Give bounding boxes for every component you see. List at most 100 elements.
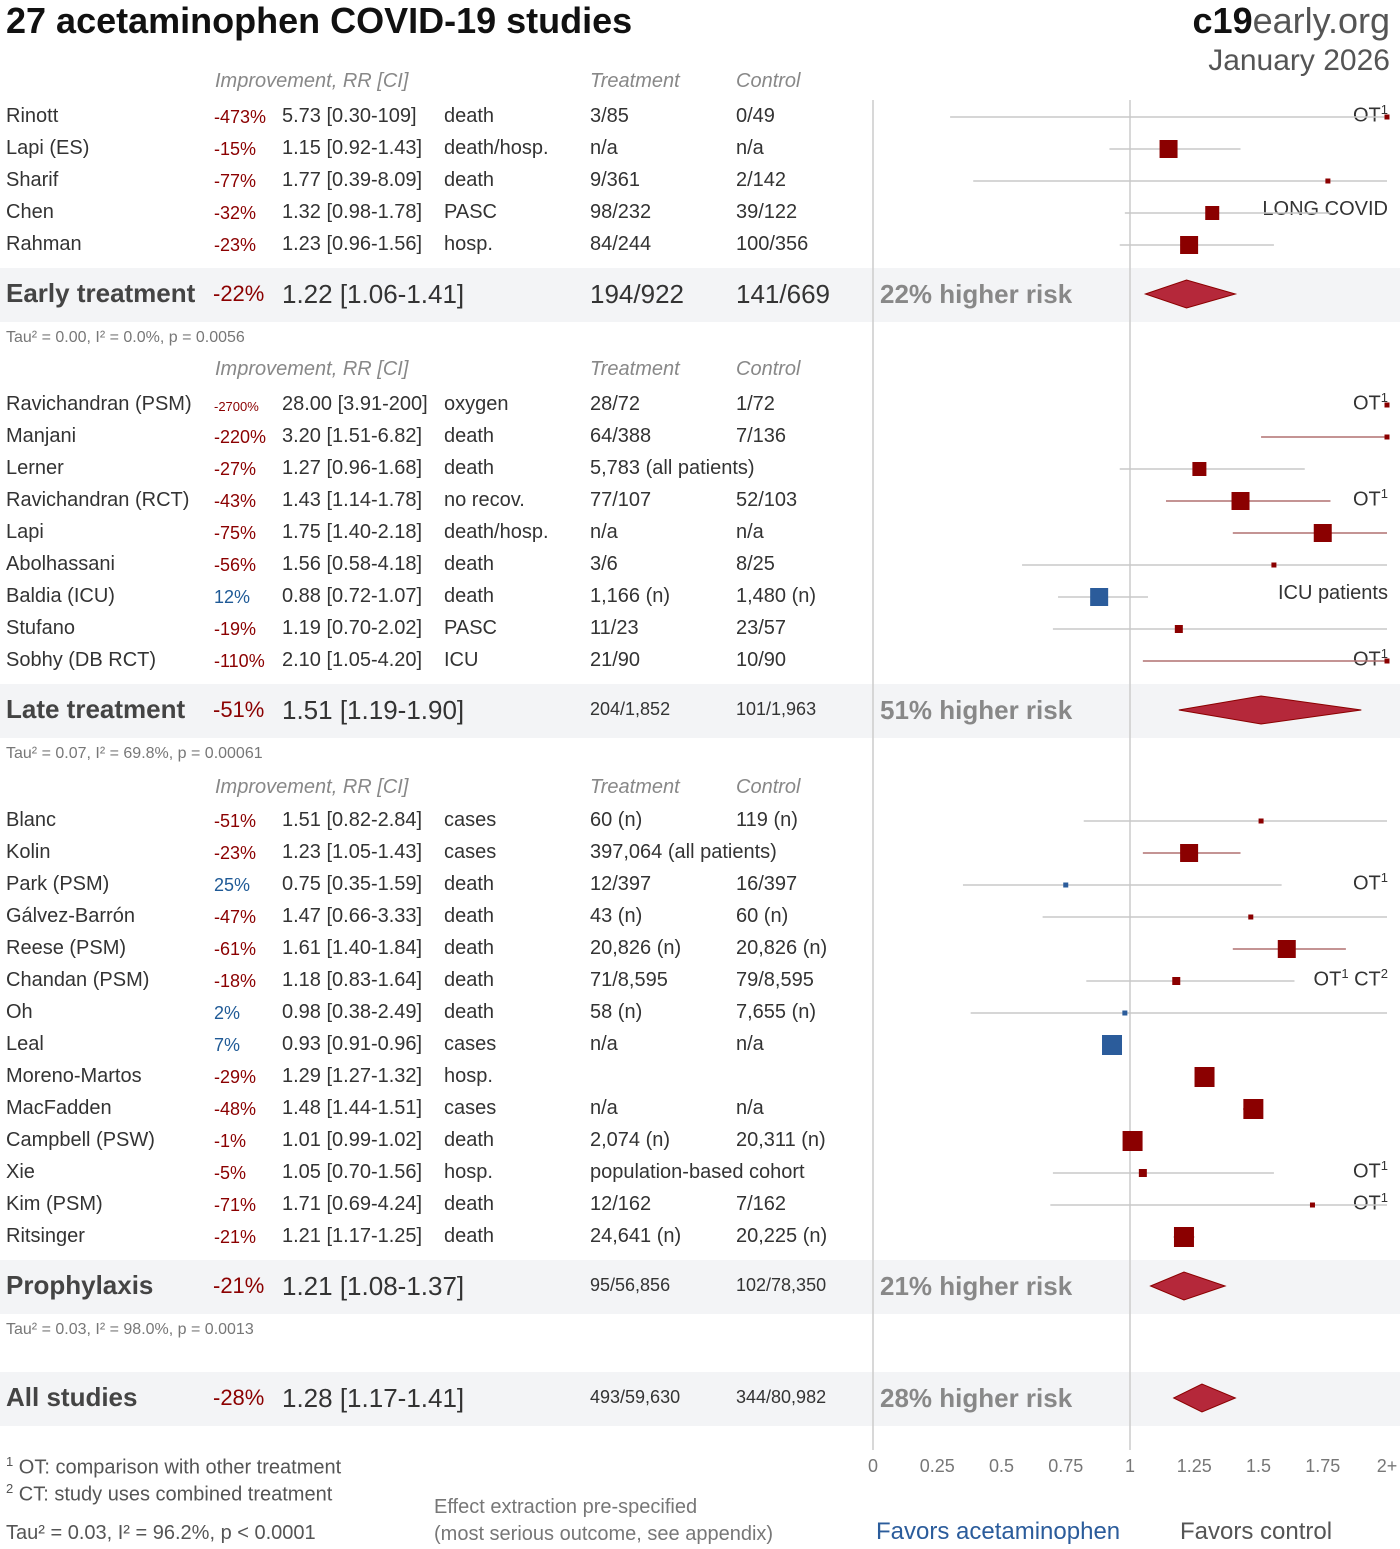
study-treatment-events: 3/6 [590,553,618,575]
study-treatment-events: n/a [590,521,618,543]
study-rr: 0.98 [0.38-2.49] [282,1001,423,1023]
study-rr: 0.88 [0.72-1.07] [282,585,423,607]
study-name: Kim (PSM) [6,1193,103,1215]
study-name: Kolin [6,841,51,863]
study-treatment-events: 58 (n) [590,1001,643,1023]
favors-control-label: Favors control [1180,1518,1333,1545]
study-improvement: 25% [214,875,251,895]
study-outcome: oxygen [444,393,509,415]
x-tick-label: 1.25 [1177,1456,1212,1476]
overall-control-events: 344/80,982 [736,1387,827,1407]
group-summary-diamond [1149,1271,1227,1301]
study-rr: 1.19 [0.70-2.02] [282,617,423,639]
study-outcome: ICU [444,649,479,671]
study-treatment-events: 11/23 [590,617,639,639]
study-point [1384,114,1390,120]
study-treatment-events: 12/397 [590,873,652,895]
study-control-events: 2/142 [736,169,787,191]
group-name: Prophylaxis [6,1270,154,1300]
study-note: OT1 [1352,646,1388,671]
study-rr: 1.21 [1.17-1.25] [282,1225,423,1247]
x-tick-label: 0.25 [920,1456,955,1476]
study-outcome: death [444,553,495,575]
study-control-events: 52/103 [736,489,798,511]
study-name: Reese (PSM) [6,937,127,959]
study-rr: 1.05 [0.70-1.56] [282,1161,423,1183]
study-point [1384,434,1390,440]
study-point [1159,140,1178,158]
study-name: Blanc [6,809,57,831]
study-treatment-events: 64/388 [590,425,652,447]
footnote-ot: 1 OT: comparison with other treatment [6,1454,342,1479]
study-point [1384,658,1390,664]
study-improvement: -51% [214,811,257,831]
x-tick-label: 1 [1125,1456,1135,1476]
study-outcome: cases [444,809,497,831]
study-improvement: -2700% [214,399,259,414]
study-control-events: 20,311 (n) [736,1129,826,1151]
x-tick-label: 1.75 [1305,1456,1340,1476]
overall-risk-label: 28% higher risk [880,1383,1073,1413]
study-point [1271,562,1277,568]
group-control-events: 101/1,963 [736,699,817,719]
brand-logo[interactable]: c19early.org [1193,0,1390,42]
study-treatment-events: 28/72 [590,393,641,415]
study-treatment-events: 12/162 [590,1193,652,1215]
study-name: Rahman [6,233,82,255]
study-outcome: cases [444,841,497,863]
group-summary-diamond [1178,695,1362,725]
study-outcome: hosp. [444,233,493,255]
group-improvement: -22% [213,281,265,306]
study-treatment-events: 98/232 [590,201,652,223]
study-rr: 1.56 [0.58-4.18] [282,553,423,575]
study-outcome: death [444,169,495,191]
x-tick-label: 0.75 [1048,1456,1083,1476]
study-outcome: death [444,1001,495,1023]
group-summary-band [0,684,1400,738]
study-control-events: 23/57 [736,617,787,639]
study-treatment-events: 3/85 [590,105,629,127]
study-improvement: -43% [214,491,257,511]
study-note: OT1 [1352,486,1388,511]
study-control-events: 60 (n) [736,905,789,927]
study-point [1243,1099,1264,1119]
study-improvement: -18% [214,971,257,991]
study-improvement: -29% [214,1067,257,1087]
study-treatment-events: 24,641 (n) [590,1225,682,1247]
study-improvement: -56% [214,555,257,575]
study-control-events: 0/49 [736,105,775,127]
study-name: Oh [6,1001,33,1023]
overall-improvement: -28% [213,1385,265,1410]
study-outcome: no recov. [444,489,525,511]
study-improvement: -15% [214,139,257,159]
study-treatment-events: 2,074 (n) [590,1129,671,1151]
study-control-events: 7/162 [736,1193,787,1215]
study-treatment-events: 9/361 [590,169,641,191]
study-rr: 1.18 [0.83-1.64] [282,969,423,991]
study-improvement: -1% [214,1131,247,1151]
study-rr: 1.75 [1.40-2.18] [282,521,423,543]
group-name: Late treatment [6,694,186,724]
header-control: Control [736,358,801,380]
study-rr: 5.73 [0.30-109] [282,105,417,127]
overall-treatment-events: 493/59,630 [590,1387,681,1407]
study-control-events: n/a [736,137,764,159]
study-improvement: -220% [214,427,267,447]
study-point [1192,462,1207,476]
study-name: Stufano [6,617,75,639]
x-tick-label: 1.5 [1246,1456,1271,1476]
study-rr: 1.23 [1.05-1.43] [282,841,423,863]
study-name: Ritsinger [6,1225,85,1247]
study-improvement: -61% [214,939,257,959]
footnote-ct: 2 CT: study uses combined treatment [6,1481,333,1506]
study-outcome: cases [444,1033,497,1055]
study-name: Sharif [6,169,59,191]
study-control-events: 39/122 [736,201,798,223]
header-treatment: Treatment [590,70,680,92]
study-treatment-events: 20,826 (n) [590,937,682,959]
study-treatment-events: 397,064 (all patients) [590,841,777,863]
study-rr: 1.77 [0.39-8.09] [282,169,423,191]
header-control: Control [736,776,801,798]
study-outcome: death [444,1225,495,1247]
study-improvement: -48% [214,1099,257,1119]
